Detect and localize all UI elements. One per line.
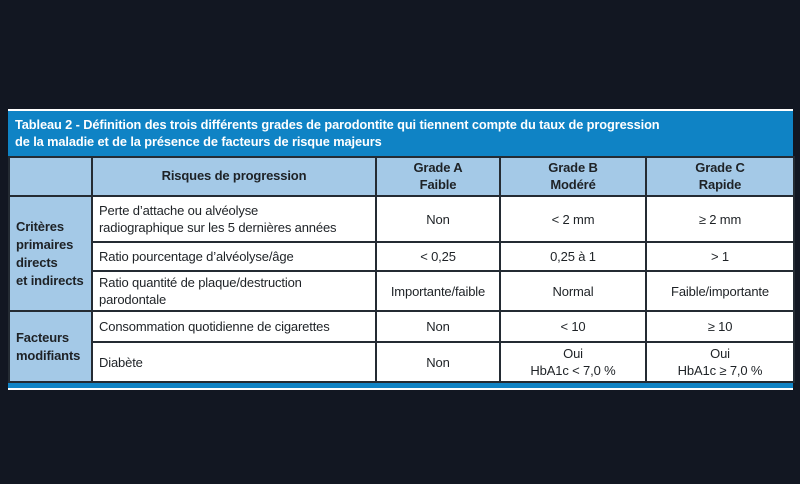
criteria-plaque-ratio: Ratio quantité de plaque/destruction par… [91, 270, 377, 312]
criteria-diabetes: Diabète [91, 341, 377, 383]
table-title-line-2: de la maladie et de la présence de facte… [15, 134, 382, 149]
grade-b-bone-loss-ratio: 0,25 à 1 [499, 241, 647, 272]
header-grade-c: Grade C Rapide [645, 156, 795, 197]
table-row-plaque-ratio: Ratio quantité de plaque/destruction par… [9, 270, 795, 312]
group-label-criteres-primaires: Critères primaires directs et indirects [8, 195, 93, 312]
grade-a-plaque-ratio: Importante/faible [375, 270, 501, 312]
table-row-attachment-loss: Critères primaires directs et indirects … [8, 195, 795, 312]
header-grade-a: Grade A Faible [375, 156, 501, 197]
grade-a-diabetes: Non [375, 341, 501, 383]
grade-b-attachment-loss: < 2 mm [499, 195, 647, 243]
table-row-bone-loss-ratio: Ratio pourcentage d’alvéolyse/âge < 0,25… [9, 241, 795, 272]
grade-a-attachment-loss: Non [375, 195, 501, 243]
grade-c-plaque-ratio: Faible/importante [645, 270, 795, 312]
criteria-cigarettes: Consommation quotidienne de cigarettes [91, 310, 377, 343]
table-figure: Tableau 2 - Définition des trois différe… [8, 109, 795, 390]
grade-c-cigarettes: ≥ 10 [645, 310, 795, 343]
table-bottom-accent [8, 383, 793, 388]
grade-a-cigarettes: Non [375, 310, 501, 343]
grade-a-bone-loss-ratio: < 0,25 [375, 241, 501, 272]
corner-cell [8, 156, 93, 197]
table-row-diabetes: Diabète Non Oui HbA1c < 7,0 % Oui HbA1c … [9, 341, 795, 383]
group-label-facteurs-modifiants: Facteurs modifiants [8, 310, 93, 383]
header-criteria: Risques de progression [91, 156, 377, 197]
grade-b-plaque-ratio: Normal [499, 270, 647, 312]
header-grade-b: Grade B Modéré [499, 156, 647, 197]
grade-c-diabetes: Oui HbA1c ≥ 7,0 % [645, 341, 795, 383]
header-row: Risques de progression Grade A Faible Gr… [8, 156, 795, 197]
table-row-cigarettes: Facteurs modifiants Consommation quotidi… [8, 310, 795, 383]
grades-table: Risques de progression Grade A Faible Gr… [8, 156, 795, 383]
grade-c-attachment-loss: ≥ 2 mm [645, 195, 795, 243]
table-title-line-1: Tableau 2 - Définition des trois différe… [15, 117, 660, 132]
grade-b-diabetes: Oui HbA1c < 7,0 % [499, 341, 647, 383]
grade-b-cigarettes: < 10 [499, 310, 647, 343]
criteria-attachment-loss: Perte d’attache ou alvéolyse radiographi… [91, 195, 377, 243]
table-title: Tableau 2 - Définition des trois différe… [8, 111, 793, 156]
grade-c-bone-loss-ratio: > 1 [645, 241, 795, 272]
criteria-bone-loss-ratio: Ratio pourcentage d’alvéolyse/âge [91, 241, 377, 272]
